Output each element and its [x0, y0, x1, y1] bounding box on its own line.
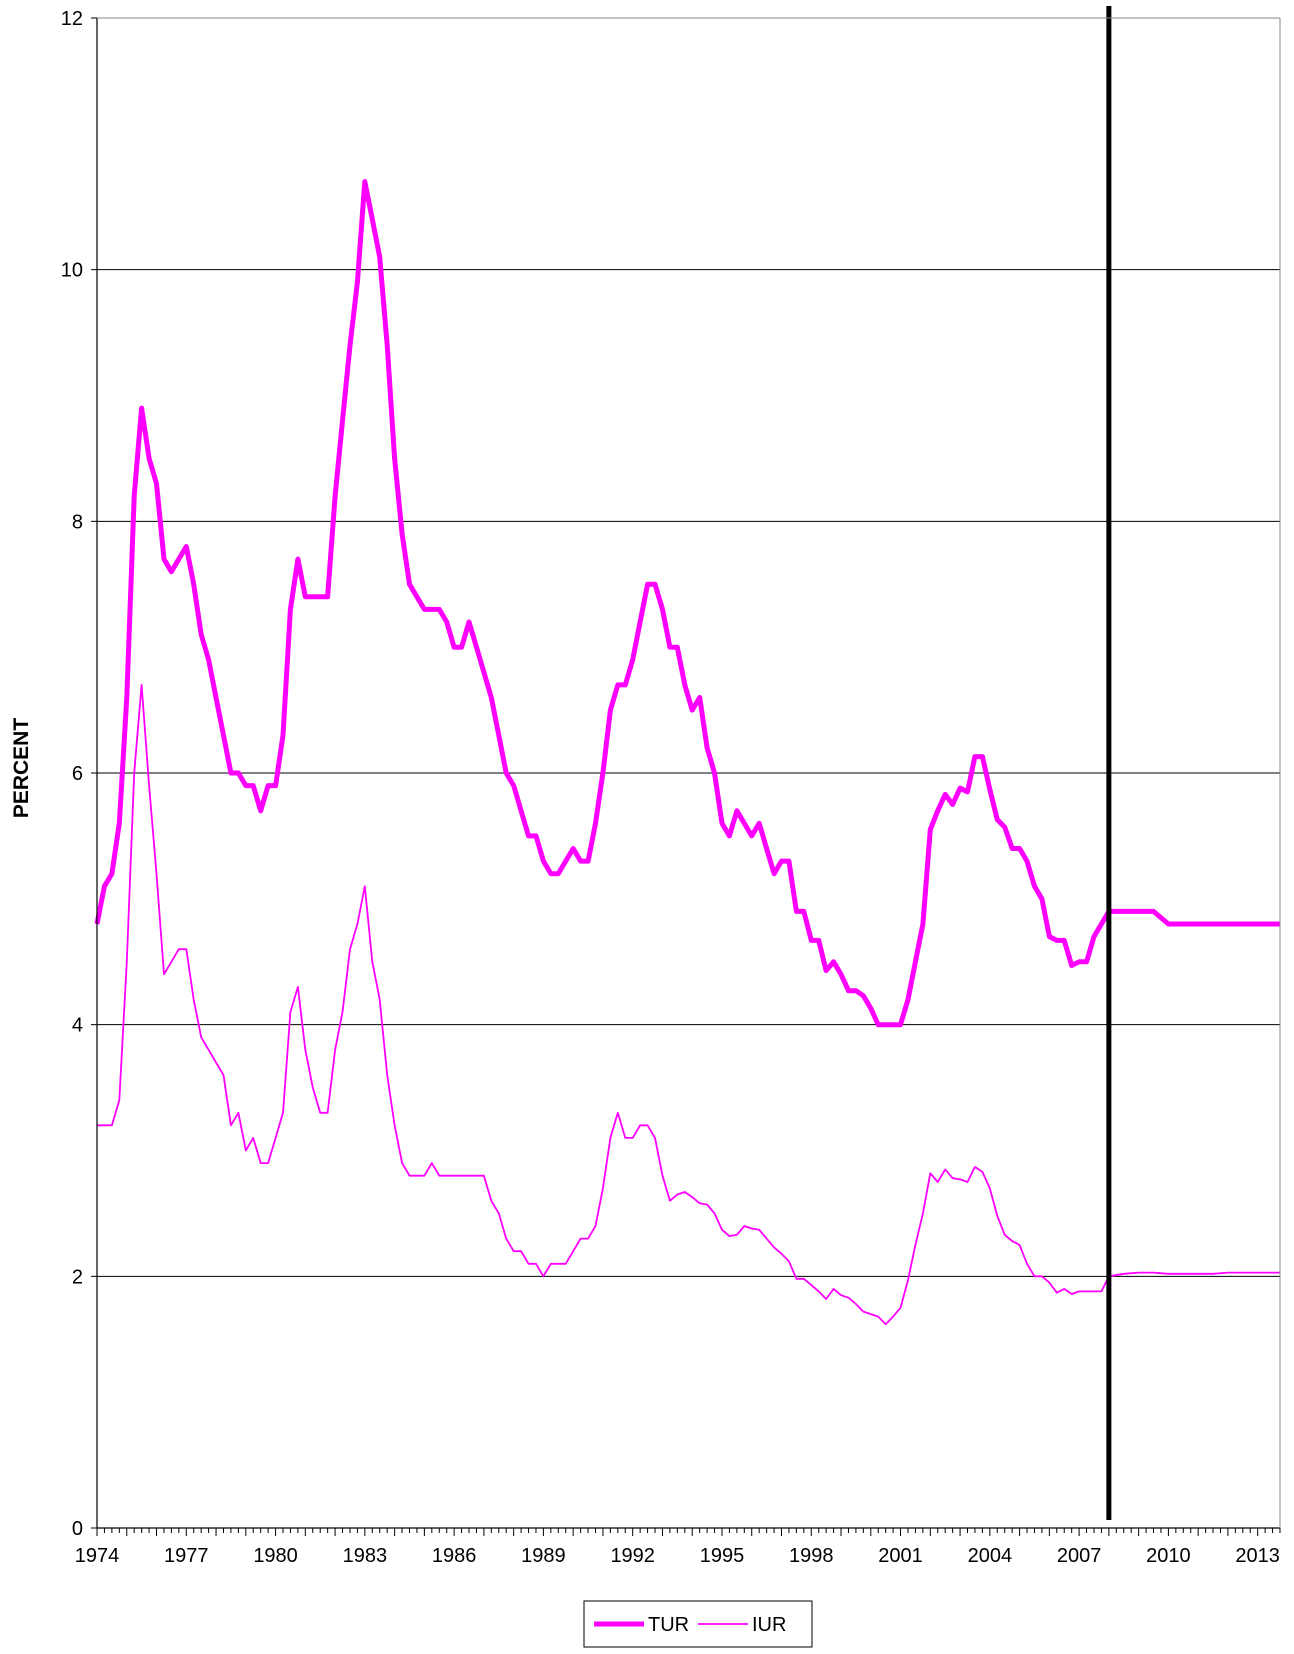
- series-line-iur: [97, 684, 1280, 1326]
- x-tick-label: 2010: [1146, 1545, 1191, 1567]
- x-tick-label: 1974: [75, 1545, 120, 1567]
- legend: TUR IUR: [583, 1600, 813, 1648]
- y-tick-label: 6: [72, 763, 83, 785]
- x-tick-label: 2004: [968, 1545, 1013, 1567]
- x-tick-label: 1992: [610, 1545, 655, 1567]
- legend-label-tur: TUR: [648, 1614, 689, 1636]
- series-lines: [94, 179, 1280, 1326]
- x-tick-label: 1977: [164, 1545, 209, 1567]
- legend-label-iur: IUR: [752, 1614, 786, 1636]
- y-tick-label: 8: [72, 511, 83, 533]
- x-tick-label: 1983: [343, 1545, 388, 1567]
- y-tick-label: 10: [61, 260, 83, 282]
- y-tick-label: 2: [72, 1266, 83, 1288]
- series-line-tur: [94, 179, 1280, 1028]
- x-tick-label: 2013: [1235, 1545, 1280, 1567]
- x-tick-label: 2007: [1057, 1545, 1102, 1567]
- x-tick-label: 1995: [700, 1545, 745, 1567]
- x-tick-label: 1998: [789, 1545, 834, 1567]
- x-tick-label: 2001: [878, 1545, 923, 1567]
- y-tick-label: 0: [72, 1518, 83, 1540]
- y-tick-label: 12: [61, 8, 83, 30]
- y-axis-title: PERCENT: [10, 718, 33, 819]
- x-tick-label: 1980: [253, 1545, 298, 1567]
- grid-lines: [97, 17, 1280, 1277]
- axes: 0 2 4 6 8 10 12 1974 1977 1980 1983 1986 1989 1992 199…: [61, 8, 1281, 1567]
- y-tick-label: 4: [72, 1015, 83, 1037]
- x-tick-label: 1986: [432, 1545, 477, 1567]
- x-tick-label: 1989: [521, 1545, 566, 1567]
